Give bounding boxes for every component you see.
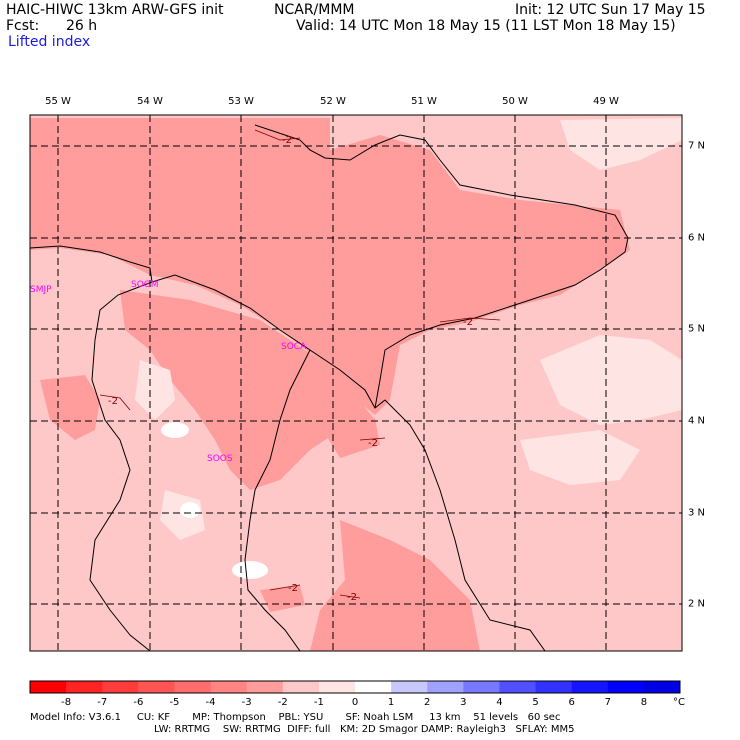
colorbar-tick-label: -1	[313, 697, 324, 708]
lon-label: 51 W	[411, 96, 437, 107]
shade-region-north	[30, 118, 630, 415]
white-spot-3	[180, 502, 200, 518]
colorbar-swatch	[391, 681, 428, 693]
colorbar-swatch	[318, 681, 356, 693]
contour-label: -2	[463, 317, 473, 328]
colorbar-swatch	[30, 681, 67, 693]
field-name: Lifted index	[8, 34, 91, 50]
lat-label: 3 N	[688, 507, 706, 519]
shade-region-south	[310, 520, 480, 651]
colorbar-tick-label: -6	[133, 697, 144, 708]
lat-label: 5 N	[688, 323, 706, 335]
colorbar-tick-label: -3	[241, 697, 252, 708]
colorbar-tick-label: 7	[604, 697, 611, 708]
colorbar-tick-label: 8	[640, 697, 648, 708]
forecast-label: Fcst:	[6, 18, 40, 34]
colorbar-swatch	[499, 681, 537, 693]
lon-label: 50 W	[502, 96, 528, 107]
contour-label: -2	[368, 438, 378, 449]
colorbar-swatch	[607, 681, 645, 693]
border-west	[89, 281, 153, 651]
lon-label: 52 W	[320, 96, 346, 107]
station-label-soos: SOOS	[207, 454, 233, 464]
shade-region-east-inlet	[320, 418, 380, 458]
white-spot-2	[232, 561, 268, 579]
lat-label: 2 N	[688, 598, 706, 610]
pale-region-coast	[135, 360, 175, 420]
colorbar-swatch	[210, 681, 248, 693]
org-label: NCAR/MMM	[274, 2, 355, 18]
coastline	[30, 124, 629, 651]
colorbar-tick-label: 6	[568, 697, 575, 708]
colorbar-swatch	[427, 681, 464, 693]
map-frame	[29, 114, 683, 652]
colorbar-tick-label: -4	[205, 697, 216, 708]
station-label-sogm: SOGM	[131, 280, 159, 290]
shade-region-west	[40, 375, 100, 440]
colorbar-tick-label: 4	[496, 697, 503, 708]
contour-label: -2	[288, 583, 298, 594]
contour-label: -2	[108, 396, 118, 407]
colorbar-swatch	[571, 681, 609, 693]
lon-grid	[57, 115, 607, 651]
colorbar-swatch	[535, 681, 573, 693]
lon-label: 54 W	[137, 96, 163, 107]
colorbar-swatch	[463, 681, 500, 693]
colorbar-tick-label: -2	[277, 697, 288, 708]
shade-region-coast	[120, 290, 375, 490]
colorbar-swatch	[282, 681, 320, 693]
pale-region-east	[540, 335, 682, 425]
shade-region-small	[260, 585, 305, 612]
model-info-line1: Model Info: V3.6.1 CU: KF MP: Thompson P…	[30, 712, 561, 723]
lat-label: 4 N	[688, 415, 706, 427]
station-label-soca: SOCA	[281, 342, 307, 352]
colorbar-swatch	[355, 681, 392, 693]
pale-region-se	[520, 430, 640, 485]
lat-grid	[30, 145, 682, 605]
colorbar-swatch	[246, 681, 284, 693]
contour-label: -2	[347, 592, 357, 603]
lat-label: 7 N	[688, 140, 706, 152]
init-time: Init: 12 UTC Sun 17 May 15	[515, 2, 706, 18]
lon-label: 55 W	[45, 96, 71, 107]
colorbar-frame	[29, 680, 681, 694]
model-info-line2: LW: RRTMG SW: RRTMG DIFF: full KM: 2D Sm…	[154, 724, 575, 735]
colorbar-swatch	[102, 681, 139, 693]
colorbar-tick-label: 3	[460, 697, 467, 708]
station-label-smjp: SMJP	[30, 285, 52, 295]
lat-label: 6 N	[688, 232, 706, 244]
colorbar-swatch	[643, 681, 681, 693]
lon-label: 49 W	[593, 96, 619, 107]
colorbar-tick-label: 0	[351, 697, 359, 708]
forecast-hours: 26 h	[66, 18, 98, 34]
lon-label: 53 W	[228, 96, 254, 107]
contours	[99, 129, 501, 599]
valid-time: Valid: 14 UTC Mon 18 May 15 (11 LST Mon …	[296, 18, 676, 34]
colorbar-swatch	[66, 681, 103, 693]
colorbar-swatch	[174, 681, 212, 693]
pale-region-ne	[560, 118, 682, 170]
colorbar-tick-label: 2	[424, 697, 431, 708]
border-south	[244, 349, 311, 651]
contour-label: -2	[282, 135, 292, 146]
colorbar	[29, 680, 681, 694]
colorbar-tick-label: -7	[97, 697, 108, 708]
colorbar-tick-label: 5	[532, 697, 539, 708]
colorbar-unit: °C	[673, 697, 685, 708]
model-title: HAIC-HIWC 13km ARW-GFS init	[6, 2, 224, 18]
colorbar-tick-label: -8	[61, 697, 72, 708]
colorbar-tick-label: 1	[387, 697, 395, 708]
colorbar-swatch	[138, 681, 175, 693]
white-spot-1	[161, 422, 189, 438]
colorbar-tick-label: -5	[169, 697, 180, 708]
